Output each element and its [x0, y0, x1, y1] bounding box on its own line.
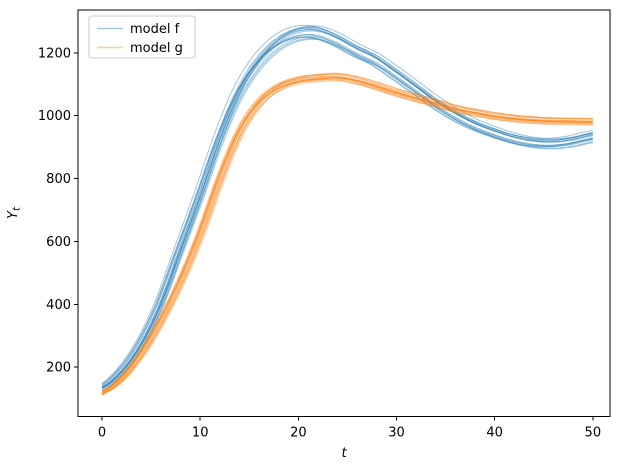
ensemble-line [101, 30, 593, 389]
legend-label-model-f: model f [130, 22, 180, 37]
y-tick-label: 1200 [38, 46, 71, 61]
ensemble-line [101, 79, 593, 393]
x-tick-label: 40 [486, 426, 503, 441]
ensemble-line [101, 33, 593, 389]
ensemble-line [101, 75, 593, 394]
y-axis: 200 400 600 800 1000 1200 [38, 46, 78, 376]
ensemble-line [101, 28, 593, 389]
ensemble-line [101, 77, 593, 393]
ensemble-line [101, 76, 593, 393]
ensemble-line [101, 73, 593, 393]
legend-label-model-g: model g [130, 41, 183, 56]
series-model-f [101, 24, 593, 392]
x-tick-label: 20 [290, 426, 307, 441]
y-tick-label: 800 [46, 172, 71, 187]
ensemble-line [101, 77, 593, 396]
x-tick-label: 0 [98, 426, 106, 441]
ensemble-line [101, 73, 593, 393]
ensemble-line [101, 77, 593, 394]
x-tick-label: 10 [192, 426, 209, 441]
y-tick-label: 1000 [38, 109, 71, 124]
ensemble-line [101, 27, 593, 389]
ensemble-line [101, 37, 593, 391]
ensemble-line [101, 75, 593, 392]
x-tick-label: 50 [585, 426, 602, 441]
x-axis-label: t [341, 446, 347, 461]
y-axis-label: Yt [6, 206, 23, 219]
y-axis-label-base: Y [6, 210, 21, 219]
ensemble-line [101, 76, 593, 395]
ensemble-line [101, 36, 593, 389]
y-tick-label: 600 [46, 235, 71, 250]
x-axis: 0 10 20 30 40 50 [98, 416, 602, 441]
legend-box [88, 15, 196, 59]
plot-area [77, 9, 611, 417]
ensemble-line [101, 38, 593, 392]
ensemble-line [101, 36, 593, 386]
ensemble-line [101, 73, 593, 396]
ensemble-line [101, 77, 593, 395]
ensemble-line [101, 29, 593, 389]
y-axis-label-subscript: t [12, 206, 23, 211]
y-tick-label: 400 [46, 298, 71, 313]
ensemble-line [101, 27, 593, 387]
legend: model f model g [88, 15, 196, 59]
ensemble-line [101, 26, 593, 388]
x-tick-label: 30 [388, 426, 405, 441]
ensemble-line [101, 72, 593, 394]
series-model-g [101, 72, 593, 396]
series-curves [101, 24, 593, 396]
ensemble-line [101, 24, 593, 384]
ensemble-line [101, 36, 593, 385]
ensemble-line [101, 34, 593, 388]
ensemble-line [101, 78, 593, 393]
y-tick-label: 200 [46, 361, 71, 376]
ensemble-line [101, 80, 593, 396]
ensemble-line [101, 25, 593, 390]
